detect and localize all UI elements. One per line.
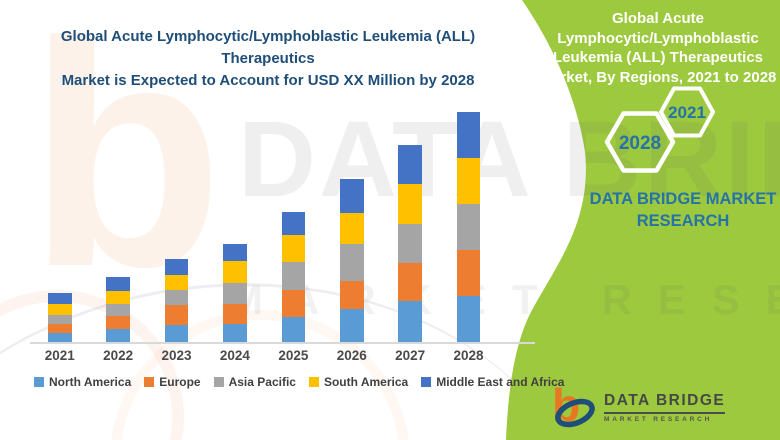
bar-segment-asia-pacific-2027	[398, 224, 422, 263]
bar-segment-north-america-2022	[106, 329, 130, 342]
bar-2022	[106, 277, 130, 342]
legend-swatch-south-america	[308, 377, 319, 387]
bar-segment-south-america-2026	[340, 213, 364, 244]
bar-segment-asia-pacific-2024	[223, 283, 247, 304]
x-axis-label-2021: 2021	[44, 348, 75, 363]
hexagon-badge-2021	[659, 86, 715, 138]
bar-segment-asia-pacific-2023	[164, 290, 189, 305]
legend-label: Middle East and Africa	[436, 375, 565, 389]
bar-segment-europe-2028	[456, 250, 481, 296]
bar-segment-europe-2024	[223, 304, 247, 324]
legend-item-europe: Europe	[144, 375, 201, 389]
bar-segment-south-america-2023	[164, 275, 189, 290]
bar-segment-europe-2023	[164, 305, 189, 325]
bar-segment-middle-east-and-africa-2021	[48, 293, 72, 304]
legend-item-north-america: North America	[34, 375, 131, 389]
x-axis-line	[30, 342, 535, 344]
legend: North America Europe Asia Pacific South Ame…	[34, 375, 564, 389]
legend-item-south-america: South America	[308, 375, 409, 389]
bar-segment-south-america-2021	[48, 304, 72, 315]
bar-segment-north-america-2028	[456, 296, 481, 342]
bar-segment-asia-pacific-2022	[106, 304, 130, 316]
bar-2028	[456, 112, 481, 342]
page-title: Global Acute Lymphocytic/Lymphoblastic L…	[14, 26, 522, 91]
bar-segment-north-america-2027	[398, 301, 422, 342]
bar-segment-north-america-2025	[281, 317, 306, 342]
bar-segment-south-america-2028	[456, 158, 481, 204]
bar-2024	[223, 244, 247, 342]
legend-label: North America	[49, 375, 132, 389]
x-axis-label-2024: 2024	[219, 348, 250, 363]
logo-title: DATA BRIDGE	[604, 392, 726, 414]
x-axis-label-2022: 2022	[103, 348, 134, 363]
bar-segment-middle-east-and-africa-2025	[281, 212, 306, 235]
side-panel-title-line-4: Market, By Regions, 2021 to 2028	[539, 68, 777, 86]
legend-swatch-north-america	[34, 377, 44, 387]
bar-segment-asia-pacific-2028	[456, 204, 481, 250]
bar-segment-north-america-2023	[164, 325, 189, 342]
bar-2025	[281, 212, 306, 342]
x-axis-label-2028: 2028	[453, 348, 484, 363]
side-panel-title-line-3: Leukemia (ALL) Therapeutics	[552, 49, 764, 66]
hexagon-badge-2028	[604, 111, 676, 173]
bar-2027	[398, 145, 422, 342]
bar-segment-middle-east-and-africa-2024	[223, 244, 247, 261]
side-panel-title-line-1: Global Acute	[612, 10, 704, 27]
legend-label: South America	[323, 375, 409, 389]
bar-segment-europe-2025	[281, 290, 306, 317]
x-axis-label-2025: 2025	[278, 348, 309, 363]
x-axis-label-2023: 2023	[161, 348, 192, 363]
legend-swatch-asia-pacific	[213, 377, 224, 387]
bar-segment-north-america-2024	[223, 324, 247, 342]
bar-segment-europe-2021	[48, 324, 72, 333]
legend-label: Asia Pacific	[228, 375, 296, 389]
bar-segment-europe-2022	[106, 316, 130, 329]
bar-segment-south-america-2024	[223, 261, 247, 283]
company-logo: b DATA BRIDGE MARKET RESEARCH	[548, 381, 726, 433]
page-title-line-1: Global Acute Lymphocytic/Lymphoblastic L…	[60, 28, 476, 67]
page-title-line-2: Market is Expected to Account for USD XX…	[61, 71, 475, 89]
badge-year-last: 2028	[619, 133, 661, 154]
bar-segment-asia-pacific-2026	[340, 244, 364, 281]
badge-year-first: 2021	[668, 103, 706, 122]
bar-segment-asia-pacific-2025	[281, 262, 306, 290]
bar-segment-middle-east-and-africa-2027	[398, 145, 422, 184]
bar-2026	[340, 179, 364, 342]
side-panel-title-line-2: Lymphocytic/Lymphoblastic	[557, 29, 759, 47]
legend-item-middle-east-and-africa: Middle East and Africa	[421, 375, 564, 389]
legend-swatch-middle-east-and-africa	[421, 377, 432, 387]
bar-segment-europe-2027	[398, 263, 422, 301]
x-axis-label-2027: 2027	[395, 348, 426, 363]
side-panel-title: Global Acute Lymphocytic/Lymphoblastic L…	[538, 9, 778, 87]
legend-item-asia-pacific: Asia Pacific	[213, 375, 296, 389]
bar-2023	[164, 259, 189, 342]
bar-segment-south-america-2027	[398, 184, 422, 224]
bar-segment-middle-east-and-africa-2023	[164, 259, 189, 275]
x-axis-label-2026: 2026	[336, 348, 367, 363]
bar-2021	[48, 293, 72, 342]
bar-segment-middle-east-and-africa-2028	[456, 112, 481, 158]
bar-segment-south-america-2025	[281, 235, 306, 262]
bar-segment-north-america-2026	[340, 309, 364, 342]
bar-segment-europe-2026	[340, 281, 364, 309]
legend-label: Europe	[159, 375, 201, 389]
bar-segment-middle-east-and-africa-2026	[340, 179, 364, 213]
bar-segment-middle-east-and-africa-2022	[106, 277, 130, 291]
bar-segment-south-america-2022	[106, 291, 130, 304]
bar-segment-asia-pacific-2021	[48, 315, 72, 324]
brand-text: DATA BRIDGE MARKET RESEARCH	[589, 190, 777, 231]
data-bridge-logo-icon: b	[552, 381, 595, 431]
legend-swatch-europe	[144, 377, 155, 387]
logo-subtitle: MARKET RESEARCH	[604, 415, 713, 423]
bar-segment-north-america-2021	[48, 333, 72, 342]
